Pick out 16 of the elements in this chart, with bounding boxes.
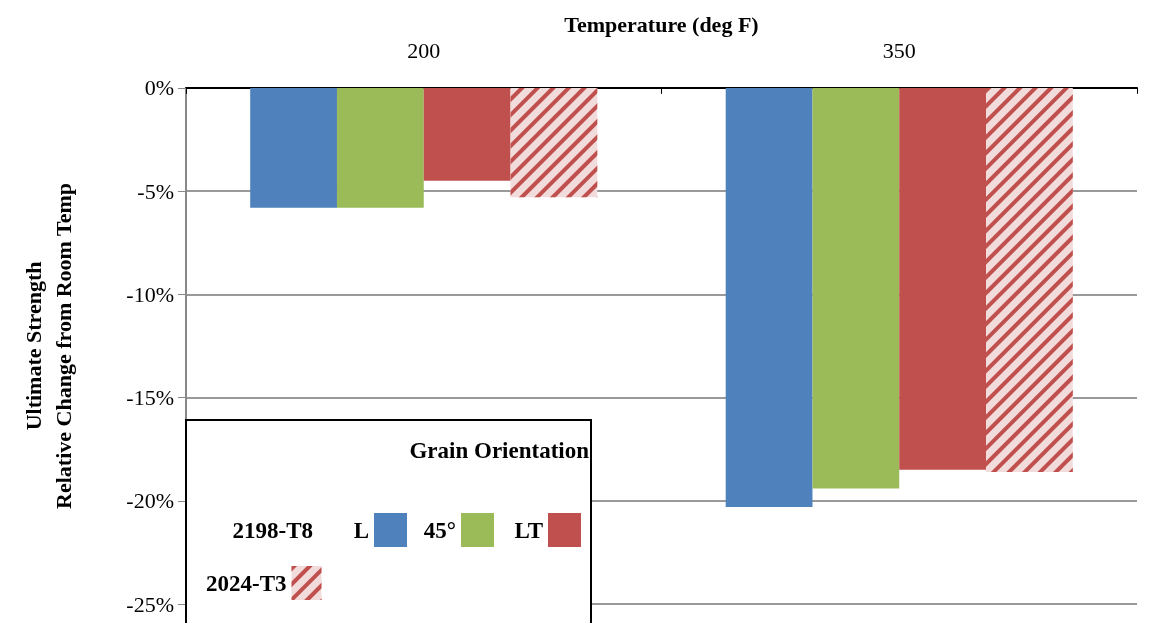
y-tick-label: -5% (137, 178, 174, 204)
legend-label: LT (514, 517, 543, 543)
legend-label: L (353, 517, 369, 543)
y-tick-label: 0% (144, 75, 174, 101)
legend-title: Grain Orientation (409, 437, 590, 463)
y-tick-label: -10% (126, 281, 174, 307)
legend-label: 45° (423, 517, 456, 543)
x-axis-title: Temperature (deg F) (564, 11, 759, 37)
x-tick-label: 200 (407, 38, 441, 64)
legend-label: 2024-T3 (206, 570, 287, 596)
annotation: 2198-T8 (232, 517, 313, 543)
y-tick-label: -20% (126, 488, 174, 514)
y-tick-label: -15% (126, 385, 174, 411)
y-tick-label: -25% (126, 591, 174, 617)
y-axis-title: Ultimate Strength Relative Change from Room Temp (20, 182, 76, 509)
x-tick-label: 350 (882, 38, 916, 64)
